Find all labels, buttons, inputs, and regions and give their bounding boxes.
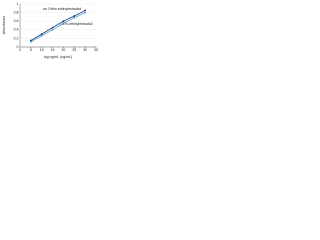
- data-point: [62, 22, 65, 25]
- x-tick-label: 0: [19, 48, 21, 52]
- y-tick-label: 0: [17, 45, 19, 49]
- data-point: [73, 16, 76, 19]
- y-tick-label: 0.6: [14, 19, 19, 23]
- series-line: [30, 10, 86, 41]
- x-tick-label: 30: [83, 48, 87, 52]
- data-point: [29, 40, 32, 43]
- series-line: [30, 12, 86, 43]
- x-tick-label: 35: [94, 48, 98, 52]
- y-tick-label: 0.4: [14, 28, 19, 32]
- x-tick-label: 15: [51, 48, 55, 52]
- data-point: [51, 28, 54, 31]
- chart: Absorbance log ng/mL (ng/mL) 0 0.2 0.4 0.6 0…: [2, 2, 98, 59]
- data-point: [40, 33, 43, 35]
- x-tick-label: 5: [30, 48, 32, 52]
- x-tick-label: 20: [61, 48, 65, 52]
- y-axis-label: Absorbance: [2, 16, 6, 35]
- x-tick-label: 25: [72, 48, 76, 52]
- legend-label: Ortho-ethinylestradiol: [48, 7, 81, 11]
- data-point: [84, 11, 87, 14]
- y-tick-label: 0.2: [14, 36, 19, 40]
- x-tick-label: 10: [40, 48, 44, 52]
- data-point: [73, 15, 76, 17]
- data-point: [29, 39, 32, 42]
- legend-label: 17α-ethinylestradiol: [62, 22, 93, 26]
- x-axis-label: log ng/mL (ng/mL): [44, 55, 72, 59]
- data-point: [62, 20, 65, 23]
- y-tick-label: 0.8: [14, 11, 19, 15]
- data-point: [51, 26, 54, 29]
- y-tick-label: 1: [17, 2, 19, 6]
- data-point: [40, 34, 43, 37]
- data-point: [84, 9, 87, 12]
